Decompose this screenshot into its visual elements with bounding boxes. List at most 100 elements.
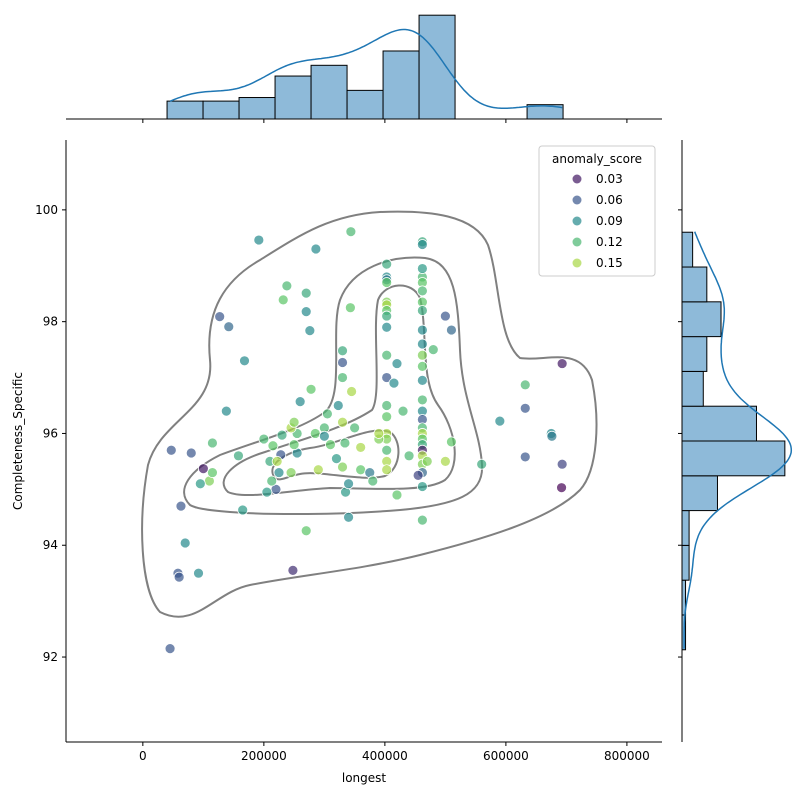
scatter-point <box>287 564 299 576</box>
top-histogram-bar <box>202 100 240 120</box>
main-scatter-axes: 0 200000 400000 600000 800000 92 94 96 98 100 lo… <box>11 140 662 785</box>
scatter-point <box>494 415 506 427</box>
scatter-point <box>325 439 336 451</box>
top-histogram-bar <box>238 97 276 120</box>
scatter-point <box>197 463 209 475</box>
scatter-point <box>185 447 197 459</box>
scatter-point <box>332 400 344 411</box>
scatter-point <box>220 405 232 417</box>
legend-marker <box>572 216 582 226</box>
scatter-point <box>337 345 348 357</box>
scatter-point <box>312 464 324 476</box>
scatter-point <box>321 408 333 420</box>
scatter-point <box>261 486 273 498</box>
right-histogram-bar <box>681 510 690 546</box>
scatter-point <box>391 489 403 501</box>
right-histogram-bar <box>681 231 694 268</box>
scatter-point <box>381 310 393 322</box>
scatter-point <box>391 358 403 369</box>
scatter-point <box>416 338 428 350</box>
scatter-point <box>556 358 568 369</box>
scatter-point <box>519 451 531 463</box>
top-histogram-bar <box>310 64 348 120</box>
scatter-point <box>294 396 306 407</box>
right-histogram-bar <box>681 475 718 512</box>
y-tick-label: 96 <box>43 426 58 440</box>
scatter-point <box>343 511 354 523</box>
scatter-point <box>337 416 348 428</box>
scatter-point <box>446 436 457 448</box>
scatter-point <box>416 239 428 250</box>
scatter-point <box>381 277 393 288</box>
x-axis-ticks: 0 200000 400000 600000 800000 <box>139 742 650 763</box>
scatter-point <box>277 294 289 306</box>
scatter-point <box>416 263 428 274</box>
top-histogram-bar <box>346 89 384 120</box>
scatter-point <box>276 429 288 441</box>
top-marginal-histogram <box>66 14 662 123</box>
scatter-point <box>427 344 439 356</box>
right-histogram-bar <box>681 370 704 407</box>
scatter-point <box>381 411 393 423</box>
scatter-point <box>416 481 428 492</box>
scatter-point <box>344 302 356 314</box>
legend: anomaly_score 0.03 0.06 0.09 0.12 0.15 <box>538 145 656 277</box>
scatter-point <box>304 325 316 337</box>
scatter-point <box>416 360 428 372</box>
scatter-point <box>416 394 428 406</box>
scatter-point <box>233 450 244 462</box>
right-histogram-bar <box>681 336 708 372</box>
right-kde-curve <box>683 231 793 649</box>
top-histogram-bar <box>382 50 420 120</box>
scatter-point <box>519 379 531 391</box>
y-axis-ticks: 92 94 96 98 100 <box>35 203 66 664</box>
x-axis-label: longest <box>342 771 387 785</box>
scatter-point <box>288 416 300 428</box>
scatter-point <box>339 437 351 449</box>
legend-label: 0.06 <box>596 193 623 207</box>
scatter-point <box>318 430 330 442</box>
y-tick-label: 98 <box>43 315 58 329</box>
scatter-point <box>337 357 348 368</box>
scatter-point <box>223 321 235 333</box>
scatter-point <box>207 467 218 478</box>
scatter-point <box>300 525 312 537</box>
x-tick-label: 400000 <box>362 749 408 763</box>
legend-marker <box>572 258 582 268</box>
scatter-point <box>281 280 293 292</box>
top-histogram-bar <box>166 100 204 120</box>
right-histogram-bar <box>681 440 786 477</box>
legend-label: 0.03 <box>596 172 623 186</box>
top-histogram-bar <box>274 75 312 120</box>
legend-label: 0.15 <box>596 256 623 270</box>
scatter-point <box>381 400 393 411</box>
scatter-point <box>194 478 206 490</box>
legend-title: anomaly_score <box>552 152 642 166</box>
scatter-point <box>310 243 322 255</box>
kde-contour-outer <box>141 210 598 618</box>
scatter-point <box>355 464 367 476</box>
scatter-point <box>207 437 218 449</box>
scatter-point <box>288 439 300 451</box>
scatter-point <box>381 258 393 270</box>
scatter-point <box>416 305 428 316</box>
top-histogram-bar <box>418 14 456 120</box>
scatter-point <box>439 456 451 467</box>
scatter-point <box>381 321 393 333</box>
scatter-point <box>546 430 558 442</box>
y-tick-label: 92 <box>43 650 58 664</box>
scatter-point <box>381 349 393 361</box>
scatter-point <box>300 287 312 299</box>
legend-marker <box>572 237 582 247</box>
scatter-point <box>175 500 187 512</box>
scatter-point <box>416 374 428 386</box>
x-tick-label: 600000 <box>483 749 529 763</box>
scatter-points <box>164 226 568 655</box>
scatter-point <box>416 285 428 297</box>
scatter-point <box>556 458 568 470</box>
scatter-point <box>519 402 531 414</box>
scatter-point <box>267 440 279 452</box>
scatter-point <box>381 444 393 456</box>
scatter-point <box>173 571 185 583</box>
